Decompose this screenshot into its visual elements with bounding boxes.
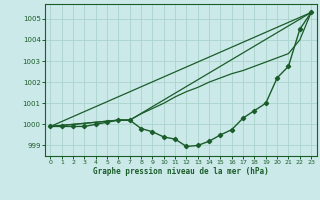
X-axis label: Graphe pression niveau de la mer (hPa): Graphe pression niveau de la mer (hPa)	[93, 167, 269, 176]
